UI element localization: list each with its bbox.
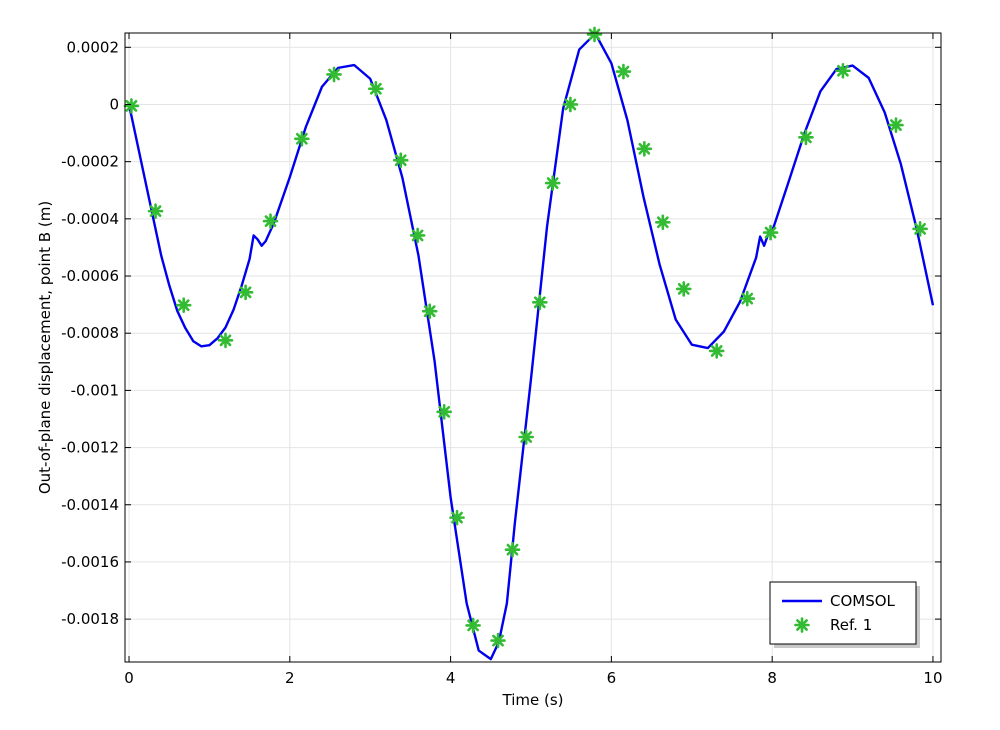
plot-area <box>123 26 935 661</box>
data-point-ref1 <box>518 429 534 445</box>
data-point-ref1 <box>655 214 671 231</box>
data-point-ref1 <box>562 96 579 113</box>
y-tick-label: -0.0018 <box>61 610 119 628</box>
data-point-ref1 <box>532 294 548 311</box>
data-point-ref1 <box>504 541 521 558</box>
y-tick-label: -0.0004 <box>61 210 119 228</box>
y-tick-label: -0.0002 <box>61 153 119 171</box>
data-point-ref1 <box>544 175 561 191</box>
data-point-ref1 <box>123 98 140 114</box>
legend: COMSOL Ref. 1 <box>769 581 920 648</box>
data-point-ref1 <box>147 203 164 219</box>
y-tick-label: -0.001 <box>71 381 119 399</box>
data-point-ref1 <box>798 129 814 146</box>
data-point-ref1 <box>465 617 481 634</box>
y-tick-label: -0.0008 <box>61 324 119 342</box>
data-point-ref1 <box>237 284 254 301</box>
data-point-ref1 <box>739 290 756 307</box>
x-tick-label: 0 <box>124 669 134 687</box>
data-point-ref1 <box>368 80 384 97</box>
y-tick-label: -0.0014 <box>61 496 119 514</box>
x-tick-label: 10 <box>923 669 942 687</box>
data-point-ref1 <box>586 26 603 43</box>
data-point-ref1 <box>888 117 904 133</box>
legend-box <box>769 581 917 645</box>
data-point-ref1 <box>615 63 632 80</box>
y-axis: 0.0002 0 -0.0002 -0.0004 -0.0006 -0.0008 -0.00… <box>61 38 941 628</box>
data-point-ref1 <box>912 221 928 237</box>
data-point-ref1 <box>392 152 409 169</box>
data-point-ref1 <box>675 281 692 297</box>
legend-label: COMSOL <box>830 592 896 610</box>
data-point-ref1 <box>636 140 653 157</box>
x-tick-label: 4 <box>446 669 456 687</box>
data-point-ref1 <box>294 130 310 147</box>
x-axis-title: Time (s) <box>502 691 564 709</box>
x-tick-label: 8 <box>767 669 777 687</box>
y-axis-title: Out-of-plane displacement, point B (m) <box>36 201 54 494</box>
x-axis: 0 2 4 6 8 10 <box>124 33 943 687</box>
data-point-ref1 <box>490 632 506 649</box>
plot-frame <box>124 32 942 663</box>
data-point-ref1 <box>175 297 192 313</box>
grid <box>125 33 941 662</box>
y-tick-label: 0 <box>109 95 119 113</box>
data-point-ref1 <box>409 227 426 244</box>
data-point-ref1 <box>762 224 779 241</box>
data-point-ref1 <box>421 303 438 319</box>
data-point-ref1 <box>449 509 465 526</box>
data-point-ref1 <box>217 332 234 349</box>
y-tick-label: -0.0006 <box>61 267 119 285</box>
legend-swatch-ref1 <box>794 617 810 633</box>
data-point-ref1 <box>326 66 342 83</box>
data-point-ref1 <box>708 343 725 359</box>
data-point-ref1 <box>436 404 452 420</box>
y-tick-label: 0.0002 <box>67 38 120 56</box>
y-tick-label: -0.0012 <box>61 439 119 457</box>
x-tick-label: 2 <box>285 669 295 687</box>
x-tick-label: 6 <box>607 669 617 687</box>
data-point-ref1 <box>262 213 279 229</box>
series-line-comsol <box>127 32 935 661</box>
data-point-ref1 <box>835 62 851 79</box>
legend-label: Ref. 1 <box>830 616 872 634</box>
y-tick-label: -0.0016 <box>61 553 119 571</box>
